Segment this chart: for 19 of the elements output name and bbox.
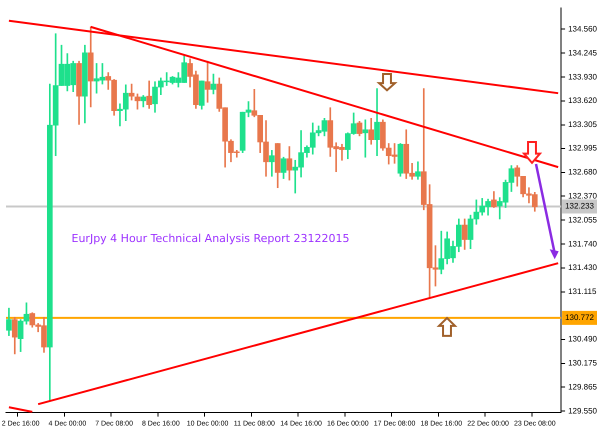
y-tick-label: 132.370 — [568, 191, 598, 200]
y-tick-label: 129.865 — [568, 382, 598, 392]
y-tick-label: 130.175 — [568, 358, 598, 368]
y-tick-label: 131.115 — [568, 286, 597, 296]
y-tick-label: 131.430 — [568, 262, 598, 272]
y-tick-label: 129.550 — [568, 406, 598, 416]
annotation: EurJpy 4 Hour Technical Analysis Report 23122015 — [72, 232, 350, 246]
y-tick-label: 134.245 — [568, 48, 598, 58]
ref-line-label: 132.233 — [565, 202, 595, 211]
y-tick-label: 130.490 — [568, 334, 598, 344]
y-tick-label: 133.305 — [568, 120, 598, 130]
y-tick-label: 133.620 — [568, 96, 598, 106]
y-tick-label: 132.680 — [568, 168, 598, 177]
y-tick-label: 133.930 — [568, 72, 598, 82]
y-tick-label: 132.055 — [568, 215, 598, 224]
y-tick-label: 131.740 — [568, 239, 598, 248]
y-tick-label: 132.995 — [568, 144, 598, 153]
ref-line-label: 130.772 — [565, 313, 595, 322]
y-tick-label: 134.560 — [568, 24, 598, 34]
